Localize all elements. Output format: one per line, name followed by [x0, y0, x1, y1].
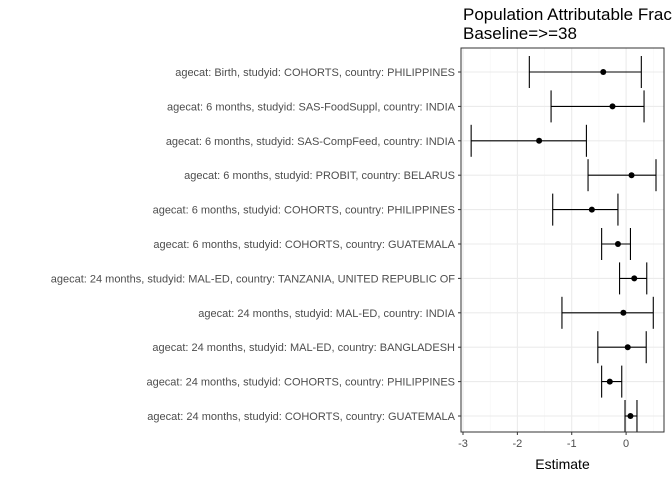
x-tick-label: 0	[623, 438, 629, 450]
estimate-row	[601, 365, 623, 398]
x-tick-label: -2	[512, 438, 522, 450]
estimate-row	[597, 331, 647, 364]
panel-background	[461, 48, 664, 432]
x-tick-label: -1	[567, 438, 577, 450]
chart-title-line-1: Population Attributable Fraction	[463, 5, 672, 24]
estimate-point	[628, 172, 635, 179]
row-label: agecat: 6 months, studyid: SAS-FoodSuppl…	[167, 101, 456, 113]
row-label: agecat: 24 months, studyid: COHORTS, cou…	[147, 411, 455, 423]
estimate-point	[606, 378, 613, 385]
chart-title-line-2: Baseline=>=38	[463, 24, 577, 43]
x-axis-title: Estimate	[535, 456, 590, 472]
x-tick-label: -3	[458, 438, 468, 450]
estimate-row	[587, 159, 657, 192]
row-label: agecat: 6 months, studyid: COHORTS, coun…	[153, 239, 455, 251]
estimate-row	[528, 56, 642, 88]
estimate-row	[470, 124, 587, 157]
x-axis: -3 -2 -1 0	[458, 432, 629, 450]
estimate-row	[550, 90, 645, 123]
row-label: agecat: Birth, studyid: COHORTS, country…	[175, 67, 455, 79]
row-label: agecat: 24 months, studyid: MAL-ED, coun…	[152, 342, 455, 354]
row-label: agecat: 24 months, studyid: COHORTS, cou…	[146, 377, 455, 389]
estimate-point	[620, 309, 627, 316]
estimate-row	[619, 262, 648, 295]
estimate-point	[624, 344, 631, 351]
estimate-marks	[470, 56, 657, 432]
estimate-row	[561, 296, 654, 329]
row-label: agecat: 6 months, studyid: SAS-CompFeed,…	[166, 136, 456, 148]
estimate-point	[627, 413, 634, 419]
row-label: agecat: 6 months, studyid: COHORTS, coun…	[153, 205, 455, 217]
row-label: agecat: 6 months, studyid: PROBIT, count…	[184, 170, 455, 182]
estimate-point	[614, 241, 621, 247]
estimate-point	[609, 103, 616, 110]
minor-gridlines	[489, 48, 654, 432]
row-label: agecat: 24 months, studyid: MAL-ED, coun…	[51, 273, 456, 285]
estimate-point	[536, 137, 543, 144]
estimate-row	[601, 228, 631, 260]
estimate-row	[624, 400, 638, 432]
estimate-row	[552, 193, 619, 226]
plot-panel	[460, 47, 665, 433]
row-label: agecat: 24 months, studyid: MAL-ED, coun…	[198, 308, 455, 320]
estimate-point	[631, 275, 638, 282]
estimate-point	[588, 206, 595, 213]
panel-border	[460, 47, 665, 433]
estimate-point	[600, 69, 607, 75]
row-labels: agecat: Birth, studyid: COHORTS, country…	[51, 67, 461, 423]
